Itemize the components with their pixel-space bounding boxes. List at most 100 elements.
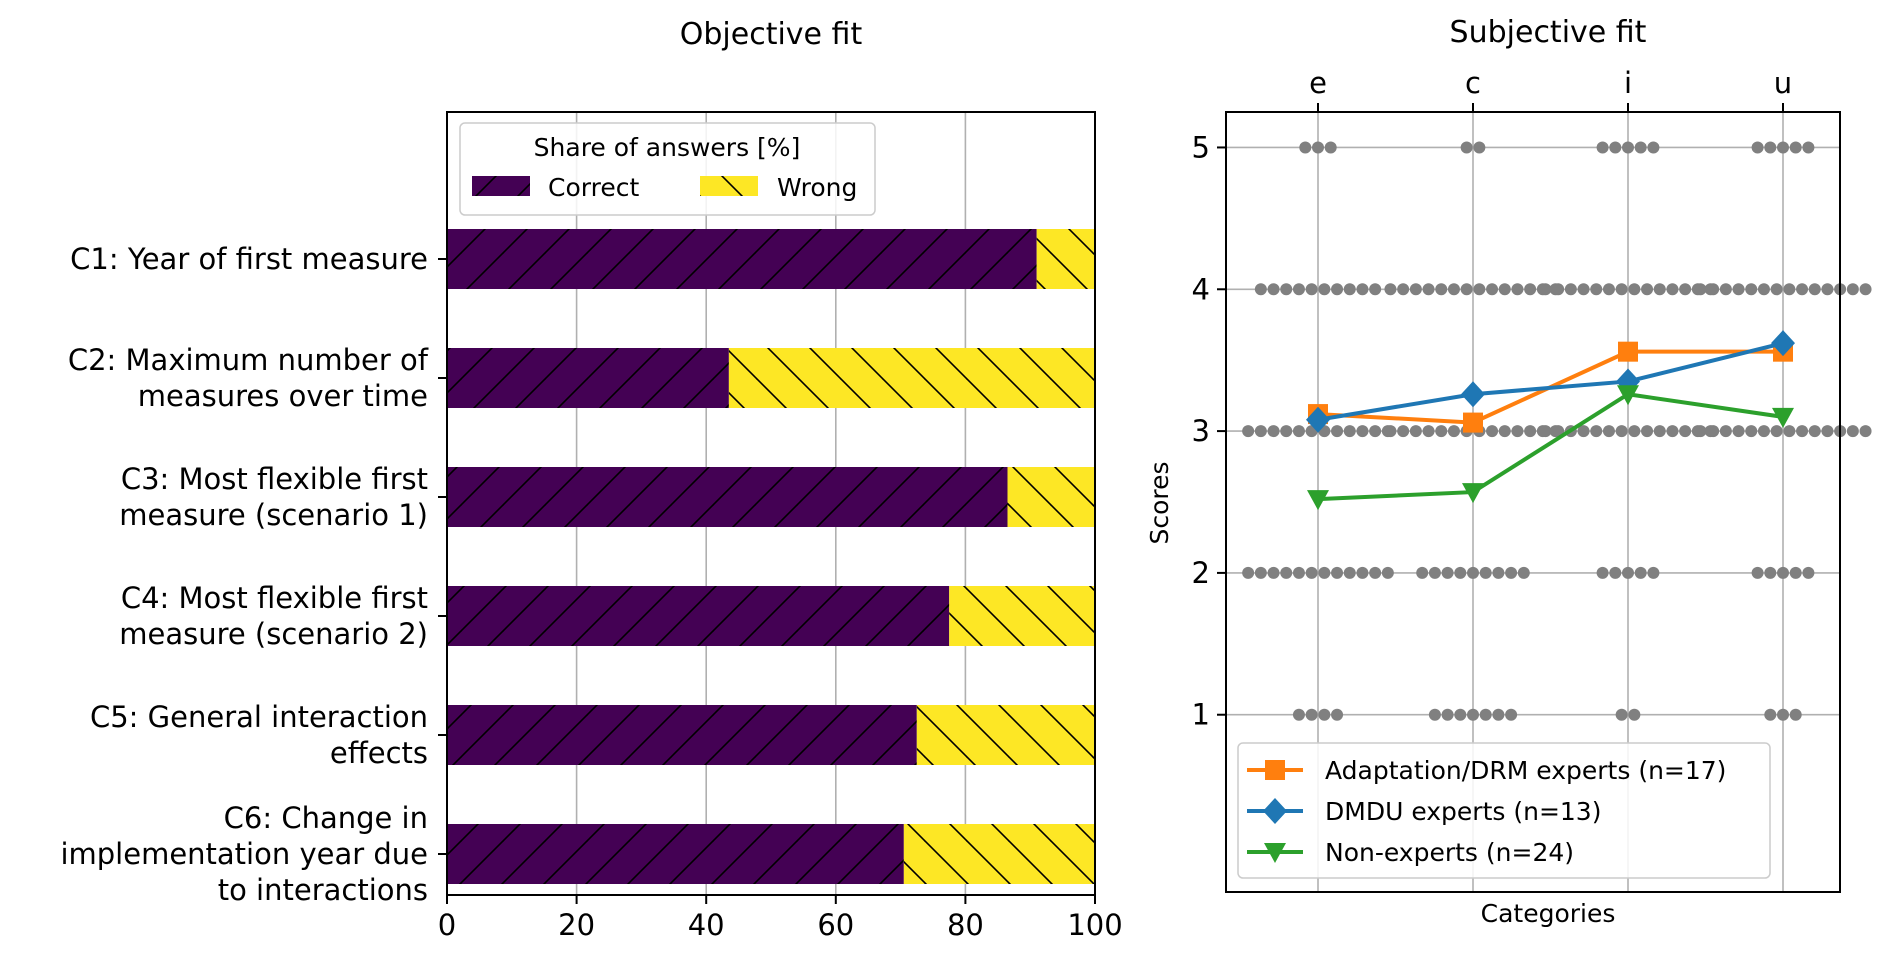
individual-score-dot — [1622, 141, 1634, 154]
individual-score-dot — [1764, 708, 1777, 721]
series-2-point — [1461, 381, 1485, 408]
individual-score-dot — [1539, 425, 1552, 438]
individual-score-dot — [1343, 425, 1356, 438]
individual-score-dot — [1479, 708, 1492, 721]
x-tick-label: 100 — [1067, 908, 1122, 942]
individual-score-dot — [1409, 283, 1422, 296]
x-tick-label: 80 — [947, 908, 984, 942]
individual-score-dot — [1609, 141, 1622, 154]
individual-score-dot — [1796, 283, 1809, 296]
individual-score-dot — [1447, 425, 1460, 438]
individual-score-dot — [1280, 566, 1293, 579]
x-tick-label: 20 — [558, 908, 595, 942]
individual-score-dot — [1622, 566, 1634, 579]
individual-score-dot — [1641, 283, 1654, 296]
x-tick-label: 40 — [688, 908, 725, 942]
individual-score-dot — [1343, 566, 1356, 579]
individual-score-dot — [1707, 283, 1720, 296]
individual-score-dot — [1602, 425, 1615, 438]
individual-score-dot — [1641, 425, 1654, 438]
series-3-point — [1307, 490, 1329, 511]
individual-score-dot — [1732, 425, 1745, 438]
individual-score-dot — [1292, 566, 1305, 579]
individual-score-dot — [1447, 283, 1460, 296]
individual-score-dot — [1628, 283, 1641, 296]
category-tick-label: u — [1774, 66, 1792, 100]
individual-score-dot — [1596, 566, 1609, 579]
individual-score-dot — [1305, 283, 1318, 296]
individual-score-dot — [1267, 283, 1280, 296]
individual-score-dot — [1751, 141, 1764, 154]
individual-score-dot — [1707, 425, 1720, 438]
individual-score-dot — [1590, 283, 1603, 296]
individual-score-dot — [1694, 283, 1707, 296]
individual-score-dot — [1318, 708, 1331, 721]
individual-score-dot — [1596, 141, 1609, 154]
individual-score-dot — [1299, 141, 1312, 154]
series-1-point — [1618, 341, 1638, 362]
y-tick-label: 4 — [1192, 272, 1210, 306]
individual-score-dot — [1356, 425, 1369, 438]
individual-score-dot — [1647, 141, 1660, 154]
bar-correct-c3-hatch — [447, 467, 1008, 527]
individual-score-dot — [1492, 708, 1505, 721]
category-label-line: to interactions — [218, 873, 428, 907]
objective-plot-frame — [446, 111, 1096, 896]
individual-score-dot — [1777, 566, 1789, 579]
individual-score-dot — [1331, 708, 1344, 721]
subjective-y-axis-label: Scores — [1145, 461, 1174, 544]
bar-wrong-c1-hatch — [1036, 229, 1095, 289]
individual-score-dot — [1777, 141, 1789, 154]
individual-score-dot — [1764, 566, 1777, 579]
legend-marker-3 — [1264, 843, 1286, 863]
category-label-c6: C6: Change in implementation year due to i… — [60, 801, 428, 907]
series-1-point — [1463, 412, 1483, 433]
individual-score-dot — [1384, 283, 1397, 296]
individual-score-dot — [1615, 283, 1628, 296]
category-tick-label: i — [1624, 66, 1632, 100]
individual-score-dot — [1397, 283, 1410, 296]
individual-score-dot — [1628, 708, 1641, 721]
individual-score-dot — [1369, 425, 1382, 438]
category-label-line: C3: Most flexible first — [121, 462, 428, 496]
individual-score-dot — [1789, 141, 1802, 154]
category-label-line: C6: Change in — [224, 801, 428, 835]
individual-score-dot — [1615, 708, 1628, 721]
individual-score-dots — [1242, 141, 1872, 721]
individual-score-dot — [1441, 566, 1454, 579]
series-3-point — [1772, 407, 1794, 428]
category-label-line: C1: Year of first measure — [70, 242, 428, 276]
individual-score-dot — [1267, 425, 1280, 438]
individual-score-dot — [1789, 566, 1802, 579]
category-label-line: C2: Maximum number of — [68, 343, 429, 377]
individual-score-dot — [1770, 283, 1783, 296]
individual-score-dot — [1628, 425, 1641, 438]
individual-score-dot — [1416, 566, 1429, 579]
individual-score-dot — [1757, 283, 1770, 296]
individual-score-dot — [1505, 566, 1518, 579]
individual-score-dot — [1539, 283, 1552, 296]
category-label-line: implementation year due — [60, 837, 428, 871]
individual-score-dot — [1498, 425, 1511, 438]
series-line-2 — [1317, 341, 1784, 422]
individual-score-dot — [1802, 141, 1815, 154]
individual-score-dot — [1397, 425, 1410, 438]
individual-score-dot — [1653, 425, 1666, 438]
legend-title: Share of answers [%] — [534, 133, 801, 162]
series-3-point — [1617, 385, 1639, 406]
individual-score-dot — [1280, 425, 1293, 438]
individual-score-dot — [1473, 141, 1486, 154]
y-tick-label: 3 — [1192, 414, 1210, 448]
individual-score-dot — [1254, 283, 1267, 296]
individual-score-dot — [1679, 425, 1692, 438]
individual-score-dot — [1331, 283, 1344, 296]
category-label-line: measures over time — [138, 379, 428, 413]
legend-label-correct: Correct — [548, 173, 639, 202]
category-label-c1: C1: Year of first measure — [70, 242, 428, 276]
individual-score-dot — [1647, 566, 1660, 579]
individual-score-dot — [1331, 425, 1344, 438]
individual-score-dot — [1821, 425, 1834, 438]
subjective-fit-title: Subjective fit — [1450, 15, 1647, 50]
